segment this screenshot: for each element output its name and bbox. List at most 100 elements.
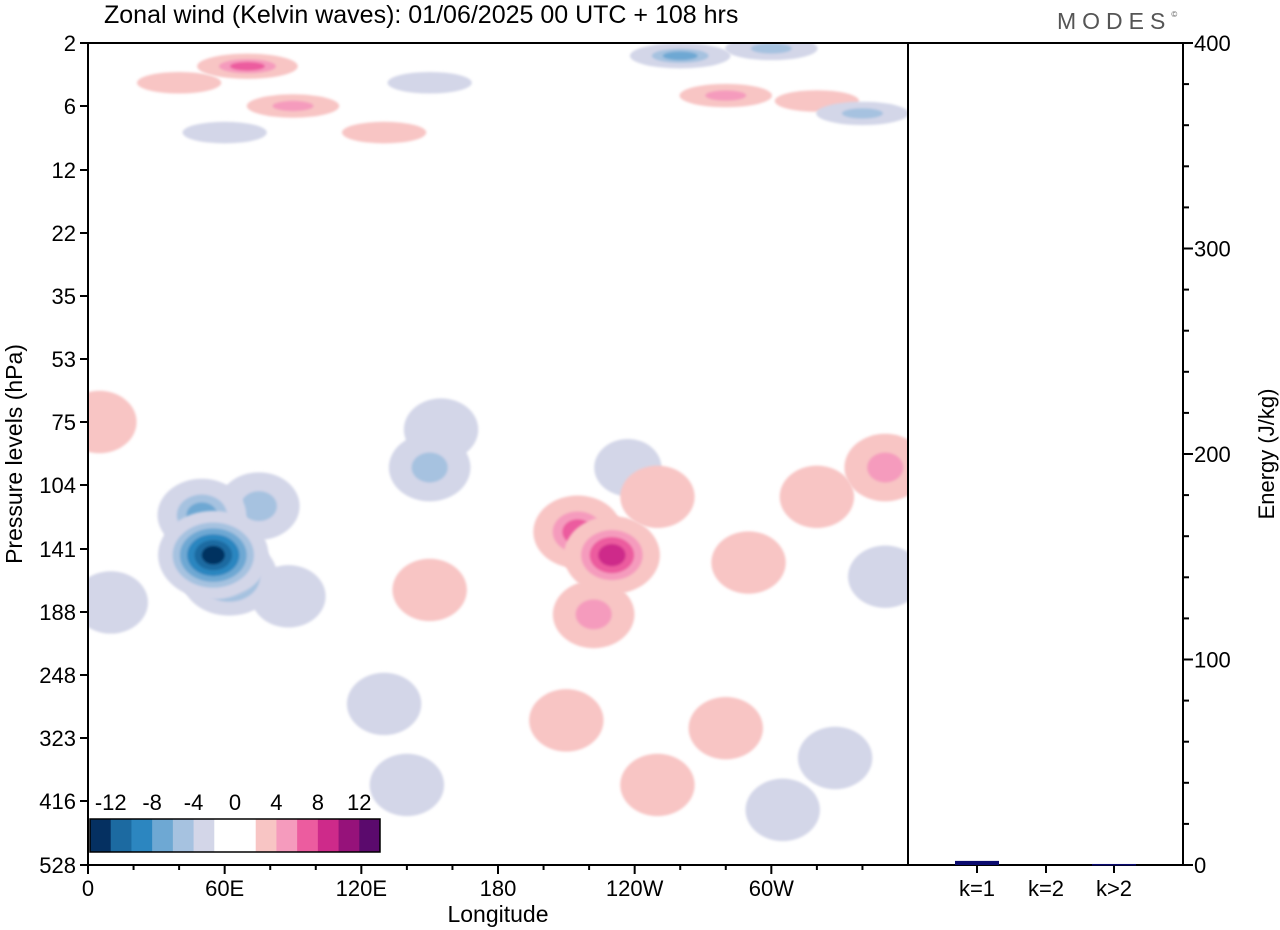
wind-anomaly-8 — [529, 689, 604, 752]
y-tick-label: 35 — [52, 284, 76, 309]
x-tick-label: 120E — [336, 876, 387, 901]
colorbar-swatch — [235, 819, 257, 852]
contour-band — [272, 100, 314, 112]
wind-anomaly-36 — [158, 510, 269, 600]
modes-logo: MODES© — [1057, 8, 1178, 34]
energy-bar-chart: 0 100 200 300 400 Energy (J/kg) k=1 k=2 k>2 — [907, 31, 1279, 901]
x-axis-label: Longitude — [447, 901, 548, 927]
contour-band — [812, 738, 859, 778]
energy-category-label: k=2 — [1028, 876, 1064, 901]
contour-band — [598, 543, 626, 567]
wind-anomaly-1 — [88, 571, 148, 634]
wind-anomaly-3 — [346, 672, 422, 736]
colorbar-swatch — [255, 819, 277, 852]
contour-band — [88, 402, 123, 442]
colorbar-label: 12 — [347, 790, 371, 815]
contour-band — [411, 452, 448, 483]
energy-tick-label: 300 — [1194, 237, 1231, 262]
contour-band — [790, 94, 843, 108]
y-tick-label: 22 — [52, 221, 76, 246]
contour-band — [201, 545, 225, 565]
contour-band — [793, 477, 840, 516]
colorbar-label: 8 — [312, 790, 324, 815]
y-tick-label: 53 — [52, 347, 76, 372]
contour-band — [265, 577, 312, 616]
x-tick-label: 180 — [480, 876, 517, 901]
contour-band — [725, 543, 772, 582]
contour-band — [841, 108, 883, 119]
contour-band — [575, 599, 612, 630]
colorbar-swatch — [338, 819, 360, 852]
wind-anomaly-21 — [136, 71, 222, 94]
wind-anomaly-5 — [745, 778, 820, 842]
contour-band — [406, 570, 453, 610]
colorbar-swatch — [317, 819, 340, 852]
energy-bar — [955, 860, 999, 865]
colorbar-swatch — [90, 819, 112, 852]
colorbar: -12 -8 -4 0 4 8 12 — [89, 790, 381, 853]
chart-title: Zonal wind (Kelvin waves): 01/06/2025 00… — [104, 1, 739, 29]
contour-band — [543, 701, 590, 740]
x-tick-label: 0 — [82, 876, 94, 901]
wind-anomaly-29 — [679, 83, 773, 108]
wind-anomaly-7 — [88, 390, 137, 454]
wind-anomaly-18 — [848, 545, 908, 608]
colorbar-swatch — [172, 819, 195, 852]
colorbar-label: 0 — [229, 790, 241, 815]
contour-band — [403, 76, 456, 90]
wind-anomaly-6 — [797, 726, 873, 790]
wind-anomaly-12 — [620, 753, 695, 817]
contour-band — [153, 76, 206, 90]
x-tick-label: 120W — [606, 876, 664, 901]
y-tick-label: 188 — [39, 600, 76, 625]
colorbar-swatch — [297, 819, 319, 852]
wind-anomaly-25 — [816, 101, 908, 126]
wind-anomaly-11 — [392, 558, 467, 622]
wind-anomaly-24 — [844, 433, 908, 502]
colorbar-swatch — [359, 819, 381, 852]
contour-band — [229, 61, 265, 71]
contour-band — [702, 709, 749, 748]
energy-tick-label: 100 — [1194, 648, 1231, 673]
wind-anomaly-13 — [688, 697, 763, 760]
wind-anomaly-22 — [388, 433, 471, 502]
energy-bar — [1092, 863, 1136, 866]
wind-anomaly-19 — [779, 465, 855, 528]
energy-category-label: k=1 — [959, 876, 995, 901]
colorbar-frame — [89, 818, 381, 853]
colorbar-swatch — [131, 819, 153, 852]
contour-band — [240, 491, 277, 522]
energy-frame — [907, 42, 1184, 866]
colorbar-label: -12 — [95, 790, 127, 815]
wind-anomaly-33 — [197, 53, 298, 79]
contour-band — [750, 43, 792, 54]
colorbar-swatch — [152, 819, 174, 852]
wind-anomaly-9 — [620, 465, 695, 528]
energy-category-label: k>2 — [1096, 876, 1132, 901]
contour-band — [759, 790, 806, 830]
y-tick-label: 2 — [64, 31, 76, 56]
logo-text: MODES — [1057, 8, 1172, 34]
colorbar-label: -4 — [184, 790, 204, 815]
y-axis-label: Pressure levels (hPa) — [1, 344, 27, 564]
contour-band — [634, 765, 681, 805]
wind-anomaly-23 — [552, 580, 635, 649]
y-tick-label: 12 — [52, 158, 76, 183]
energy-tick-label: 200 — [1194, 442, 1231, 467]
contour-band — [634, 477, 681, 516]
contour-band — [358, 125, 411, 140]
colorbar-label: 4 — [270, 790, 282, 815]
energy-tick-label: 400 — [1194, 31, 1231, 56]
colorbar-swatch — [276, 819, 298, 852]
y-tick-label: 416 — [39, 789, 76, 814]
wind-anomaly-16 — [387, 71, 472, 94]
contour-band — [198, 125, 251, 140]
plot-frame — [87, 42, 909, 866]
wind-anomaly-34 — [563, 516, 660, 595]
contour-band — [383, 765, 430, 805]
contour-band — [862, 557, 908, 596]
energy-tick-label: 0 — [1194, 853, 1206, 878]
colorbar-label: -8 — [142, 790, 162, 815]
colorbar-swatch — [193, 819, 215, 852]
